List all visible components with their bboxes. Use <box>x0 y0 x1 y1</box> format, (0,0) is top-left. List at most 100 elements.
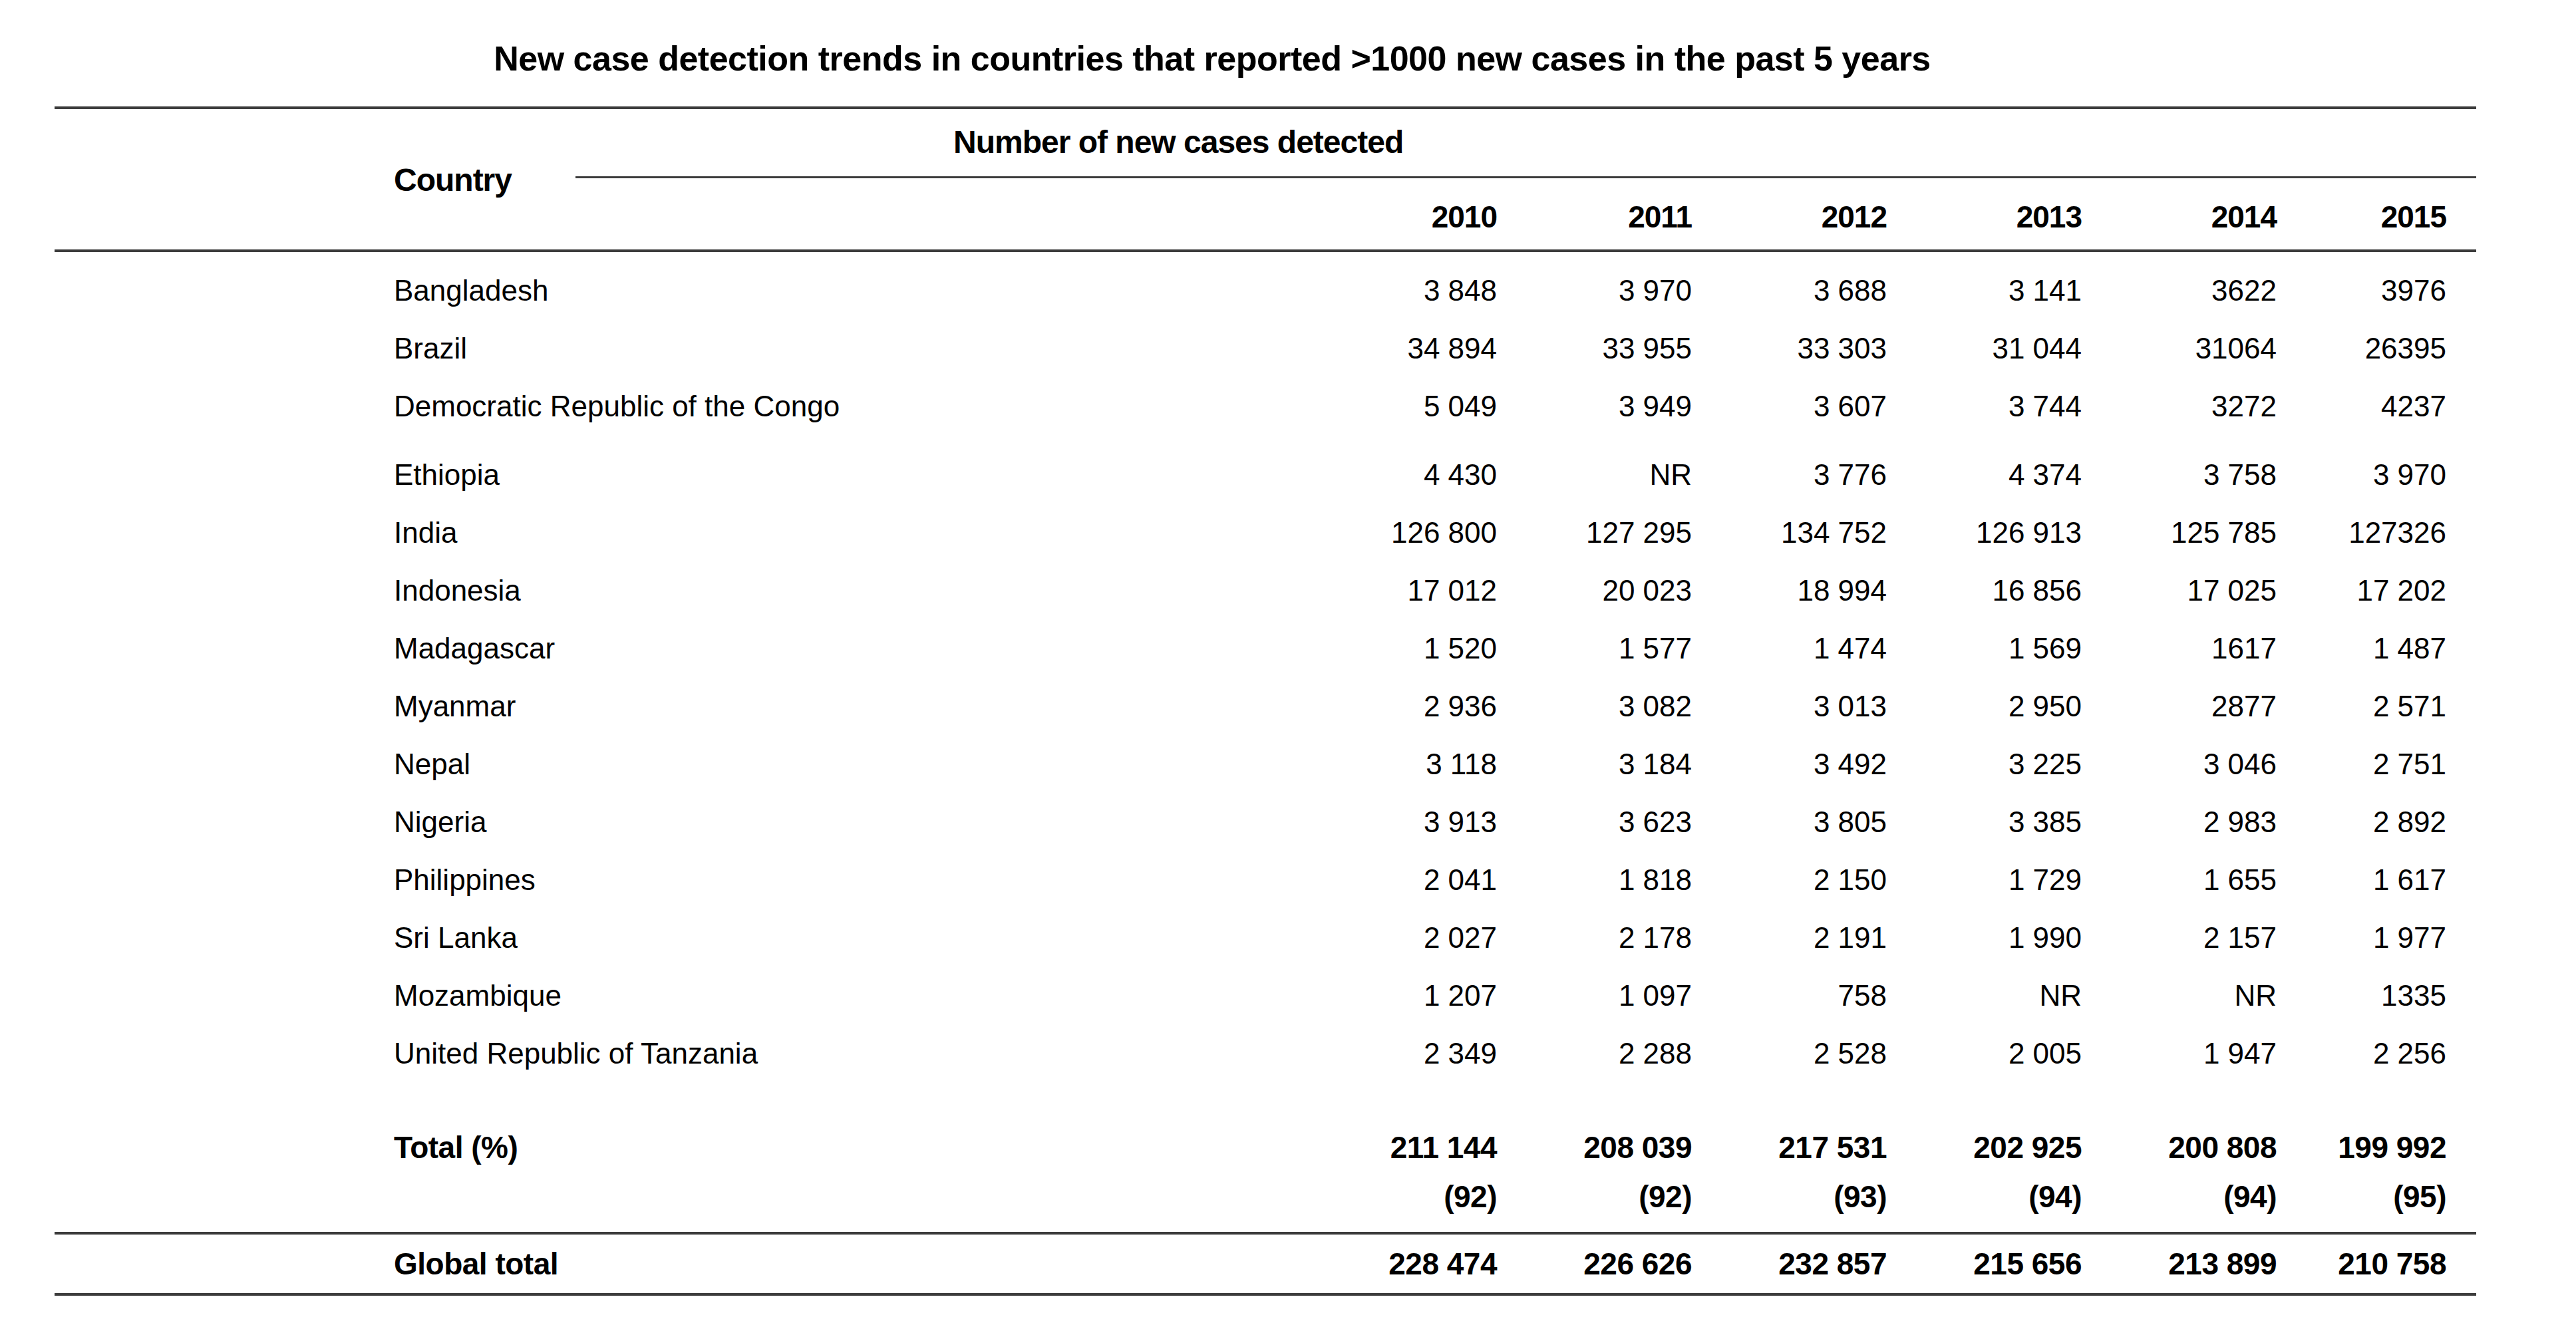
table-row: Nigeria3 9133 6233 8053 3852 9832 892 <box>55 793 2476 851</box>
value-cell: 26395 <box>2307 332 2476 365</box>
percent-value: (93) <box>1722 1179 1917 1215</box>
value-cell: 3 118 <box>1332 748 1527 781</box>
value-cell: 3 758 <box>2112 458 2307 492</box>
percent-value: (95) <box>2307 1179 2476 1215</box>
value-cell: 127326 <box>2307 516 2476 549</box>
table-row: Bangladesh3 8483 9703 6883 14136223976 <box>55 261 2476 319</box>
page-title: New case detection trends in countries t… <box>55 39 2476 78</box>
value-cell: 17 202 <box>2307 574 2476 607</box>
value-cell: 1 977 <box>2307 921 2476 955</box>
value-cell: 4237 <box>2307 390 2476 423</box>
value-cell: 1 655 <box>2112 863 2307 897</box>
value-cell: 2 892 <box>2307 806 2476 839</box>
value-cell: 2 983 <box>2112 806 2307 839</box>
value-cell: 2 571 <box>2307 690 2476 723</box>
table-row: United Republic of Tanzania2 3492 2882 5… <box>55 1024 2476 1082</box>
year-header-row: 201020112012201320142015 <box>55 199 2476 249</box>
country-header: Country <box>394 161 512 198</box>
value-cell: 3 225 <box>1917 748 2112 781</box>
value-cell: 18 994 <box>1722 574 1917 607</box>
value-cell: 2 191 <box>1722 921 1917 955</box>
country-cell: Indonesia <box>394 574 1332 607</box>
value-cell: 125 785 <box>2112 516 2307 549</box>
value-cell: 3 385 <box>1917 806 2112 839</box>
country-cell: Philippines <box>394 863 1332 897</box>
value-cell: 2 936 <box>1332 690 1527 723</box>
value-cell: 17 025 <box>2112 574 2307 607</box>
value-cell: 1 474 <box>1722 632 1917 665</box>
value-cell: 3272 <box>2112 390 2307 423</box>
country-cell: Madagascar <box>394 632 1332 665</box>
value-cell: 2 041 <box>1332 863 1527 897</box>
value-cell: NR <box>2112 979 2307 1012</box>
group-header: Number of new cases detected <box>953 124 1403 160</box>
total-value: 199 992 <box>2307 1129 2476 1165</box>
value-cell: 1 569 <box>1917 632 2112 665</box>
value-cell: 3 949 <box>1527 390 1722 423</box>
value-cell: 126 800 <box>1332 516 1527 549</box>
value-cell: 1 097 <box>1527 979 1722 1012</box>
year-header: 2015 <box>2307 199 2476 249</box>
value-cell: 758 <box>1722 979 1917 1012</box>
value-cell: 2877 <box>2112 690 2307 723</box>
value-cell: 3 082 <box>1527 690 1722 723</box>
global-total-label: Global total <box>394 1246 1332 1282</box>
country-cell: Myanmar <box>394 690 1332 723</box>
percent-value: (92) <box>1527 1179 1722 1215</box>
report-page: New case detection trends in countries t… <box>0 0 2576 1296</box>
global-total-value: 228 474 <box>1332 1246 1527 1282</box>
value-cell: 2 178 <box>1527 921 1722 955</box>
table-row: Democratic Republic of the Congo5 0493 9… <box>55 377 2476 435</box>
country-cell: India <box>394 516 1332 549</box>
group-header-underline <box>575 176 2476 178</box>
value-cell: 2 528 <box>1722 1037 1917 1070</box>
year-header: 2014 <box>2112 199 2307 249</box>
global-total-value: 226 626 <box>1527 1246 1722 1282</box>
table-row: Madagascar1 5201 5771 4741 56916171 487 <box>55 619 2476 677</box>
value-cell: 3 623 <box>1527 806 1722 839</box>
value-cell: 2 005 <box>1917 1037 2112 1070</box>
value-cell: 126 913 <box>1917 516 2112 549</box>
table-row: India126 800127 295134 752126 913125 785… <box>55 504 2476 561</box>
global-total-value: 232 857 <box>1722 1246 1917 1282</box>
value-cell: 1 487 <box>2307 632 2476 665</box>
value-cell: 31064 <box>2112 332 2307 365</box>
value-cell: 1 577 <box>1527 632 1722 665</box>
table-row: Mozambique1 2071 097758NRNR1335 <box>55 966 2476 1024</box>
total-value: 200 808 <box>2112 1129 2307 1165</box>
total-value: 217 531 <box>1722 1129 1917 1165</box>
country-cell: Nepal <box>394 748 1332 781</box>
total-label: Total (%) <box>394 1129 1332 1165</box>
value-cell: 34 894 <box>1332 332 1527 365</box>
value-cell: 4 374 <box>1917 458 2112 492</box>
percent-value: (92) <box>1332 1179 1527 1215</box>
value-cell: 1335 <box>2307 979 2476 1012</box>
value-cell: 2 751 <box>2307 748 2476 781</box>
value-cell: 1 207 <box>1332 979 1527 1012</box>
value-cell: 3 848 <box>1332 274 1527 307</box>
value-cell: 17 012 <box>1332 574 1527 607</box>
global-total-value: 213 899 <box>2112 1246 2307 1282</box>
value-cell: NR <box>1917 979 2112 1012</box>
value-cell: 3 607 <box>1722 390 1917 423</box>
value-cell: 3 970 <box>2307 458 2476 492</box>
value-cell: 2 950 <box>1917 690 2112 723</box>
value-cell: 4 430 <box>1332 458 1527 492</box>
spacer-cell <box>394 199 1332 249</box>
value-cell: 2 288 <box>1527 1037 1722 1070</box>
table-row: Nepal3 1183 1843 4923 2253 0462 751 <box>55 735 2476 793</box>
value-cell: 1 729 <box>1917 863 2112 897</box>
value-cell: 3 141 <box>1917 274 2112 307</box>
country-cell: Ethiopia <box>394 458 1332 492</box>
global-total-row: Global total228 474226 626232 857215 656… <box>55 1235 2476 1293</box>
value-cell: NR <box>1527 458 1722 492</box>
value-cell: 3 913 <box>1332 806 1527 839</box>
country-cell: Nigeria <box>394 806 1332 839</box>
value-cell: 2 256 <box>2307 1037 2476 1070</box>
country-cell: United Republic of Tanzania <box>394 1037 1332 1070</box>
year-header: 2013 <box>1917 199 2112 249</box>
year-header: 2012 <box>1722 199 1917 249</box>
total-value: 211 144 <box>1332 1129 1527 1165</box>
value-cell: 3 776 <box>1722 458 1917 492</box>
table-header: Country Number of new cases detected 201… <box>55 109 2476 249</box>
